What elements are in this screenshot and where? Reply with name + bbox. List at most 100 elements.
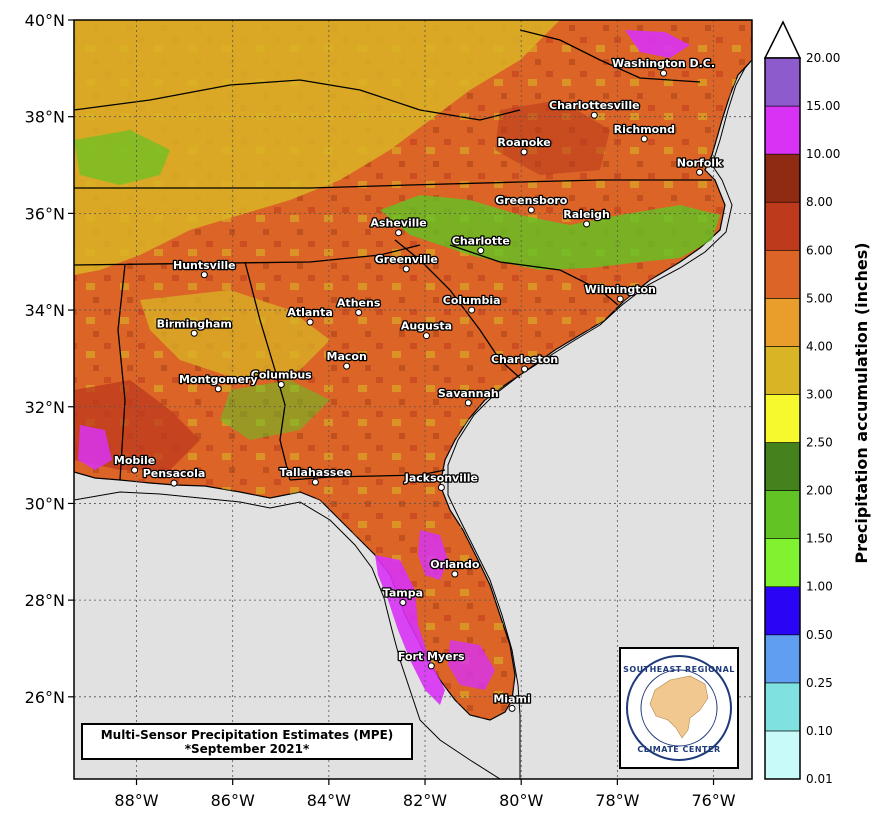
city-marker: Columbia bbox=[441, 293, 502, 314]
lat-tick-label: 30°N bbox=[25, 494, 65, 513]
city-label: Tallahassee bbox=[280, 466, 352, 479]
city-label: Richmond bbox=[614, 123, 675, 136]
logo-top-text: SOUTHEAST REGIONAL bbox=[623, 665, 735, 674]
city-label: Fort Myers bbox=[398, 650, 465, 663]
plot-frame bbox=[73, 19, 753, 780]
city-label: Columbia bbox=[443, 294, 501, 307]
lon-tick-label: 80°W bbox=[499, 791, 543, 810]
lon-tick-label: 86°W bbox=[211, 791, 255, 810]
city-marker: Columbus bbox=[249, 367, 313, 389]
city-marker: Pensacola bbox=[141, 466, 207, 487]
city-label: Macon bbox=[327, 350, 367, 363]
city-marker: Asheville bbox=[369, 215, 428, 237]
city-marker: Atlanta bbox=[286, 305, 334, 326]
lat-tick-label: 32°N bbox=[25, 398, 65, 417]
city-dot bbox=[422, 332, 430, 340]
colorbar-swatch bbox=[764, 57, 801, 107]
city-marker: Savannah bbox=[437, 386, 500, 407]
city-dot bbox=[464, 399, 472, 407]
colorbar-level-label: 10.00 bbox=[806, 147, 840, 161]
city-label: Greensboro bbox=[495, 194, 568, 207]
colorbar-title: Precipitation accumulation (inches) bbox=[852, 242, 871, 563]
city-marker: Tampa bbox=[381, 585, 424, 607]
colorbar-swatch bbox=[764, 538, 801, 588]
city-marker: Athens bbox=[336, 295, 382, 316]
city-marker: Huntsville bbox=[172, 257, 237, 279]
city-label: Savannah bbox=[438, 387, 499, 400]
city-dot bbox=[590, 111, 598, 119]
colorbar-level-label: 4.00 bbox=[806, 339, 833, 353]
colorbar-level-label: 15.00 bbox=[806, 99, 840, 113]
logo-bottom-text: CLIMATE CENTER bbox=[637, 745, 720, 754]
lon-tick-label: 88°W bbox=[114, 791, 158, 810]
city-label: Pensacola bbox=[143, 467, 206, 480]
city-marker: Wilmington bbox=[583, 282, 657, 303]
city-label: Miami bbox=[493, 692, 530, 705]
colorbar-level-label: 0.50 bbox=[806, 628, 833, 642]
city-marker: Montgomery bbox=[178, 372, 259, 393]
city-label: Washington D.C. bbox=[612, 57, 715, 70]
magenta-region-florida-west bbox=[375, 555, 445, 705]
yellow-region-south bbox=[140, 290, 330, 380]
colorbar-level-label: 8.00 bbox=[806, 195, 833, 209]
map-title-box: Multi-Sensor Precipitation Estimates (MP… bbox=[81, 723, 413, 760]
city-markers: Washington D.C. Charlottesville Richmond Ro… bbox=[113, 56, 724, 712]
city-label: Norfolk bbox=[677, 156, 723, 169]
city-marker: Fort Myers bbox=[397, 649, 466, 670]
city-dot bbox=[451, 570, 459, 578]
city-dot bbox=[395, 229, 403, 237]
city-dot bbox=[311, 478, 319, 486]
colorbar-extend-arrow bbox=[763, 20, 802, 59]
colorbar-level-label: 0.01 bbox=[806, 772, 833, 786]
longitude-axis: 88°W 86°W 84°W 82°W 80°W 78°W 76°W bbox=[114, 779, 736, 810]
colorbar-swatch bbox=[764, 730, 801, 780]
city-dot bbox=[343, 362, 351, 370]
city-label: Columbus bbox=[251, 369, 312, 382]
colorbar-level-label: 6.00 bbox=[806, 243, 833, 257]
city-marker: Washington D.C. bbox=[611, 56, 716, 77]
city-label: Charleston bbox=[491, 353, 558, 366]
lon-tick-label: 76°W bbox=[691, 791, 735, 810]
city-marker: Raleigh bbox=[562, 207, 611, 228]
city-label: Huntsville bbox=[173, 259, 236, 272]
lat-tick-label: 36°N bbox=[25, 204, 65, 223]
city-marker: Richmond bbox=[612, 122, 676, 143]
colorbar-swatch bbox=[764, 490, 801, 539]
city-dot bbox=[402, 265, 410, 273]
city-marker: Greensboro bbox=[494, 193, 569, 214]
city-label: Roanoke bbox=[497, 136, 550, 149]
magenta-region-dc bbox=[625, 30, 690, 58]
city-dot bbox=[355, 308, 363, 316]
city-label: Greenville bbox=[375, 253, 438, 266]
green-region-georgia bbox=[220, 380, 330, 440]
city-label: Wilmington bbox=[585, 283, 656, 296]
red-region-carolinas bbox=[495, 100, 610, 175]
city-label: Montgomery bbox=[179, 373, 258, 386]
colorbar-level-label: 5.00 bbox=[806, 291, 833, 305]
city-label: Athens bbox=[337, 296, 381, 309]
city-label: Asheville bbox=[370, 217, 426, 230]
lon-tick-label: 84°W bbox=[307, 791, 351, 810]
gulf-water bbox=[74, 491, 501, 779]
city-label: Raleigh bbox=[563, 208, 610, 221]
colorbar-level-label: 20.00 bbox=[806, 51, 840, 65]
city-label: Tampa bbox=[383, 587, 423, 600]
atlantic-water bbox=[447, 59, 752, 779]
city-dot bbox=[696, 168, 704, 176]
city-marker: Birmingham bbox=[155, 316, 233, 337]
colorbar-level-label: 1.50 bbox=[806, 532, 833, 546]
colorbar-swatch bbox=[764, 249, 801, 299]
city-dot bbox=[277, 381, 285, 389]
city-label: Birmingham bbox=[157, 317, 232, 330]
city-dot bbox=[170, 479, 178, 487]
colorbar-swatch bbox=[764, 153, 801, 203]
city-dot bbox=[437, 483, 445, 491]
colorbar-swatch bbox=[764, 201, 801, 251]
city-marker: Miami bbox=[492, 691, 532, 712]
colorbar-level-label: 0.25 bbox=[806, 676, 833, 690]
title-box-frame bbox=[81, 723, 413, 760]
city-marker: Roanoke bbox=[496, 135, 552, 156]
city-marker: Augusta bbox=[400, 318, 453, 340]
colorbar-level-label: 2.00 bbox=[806, 484, 833, 498]
